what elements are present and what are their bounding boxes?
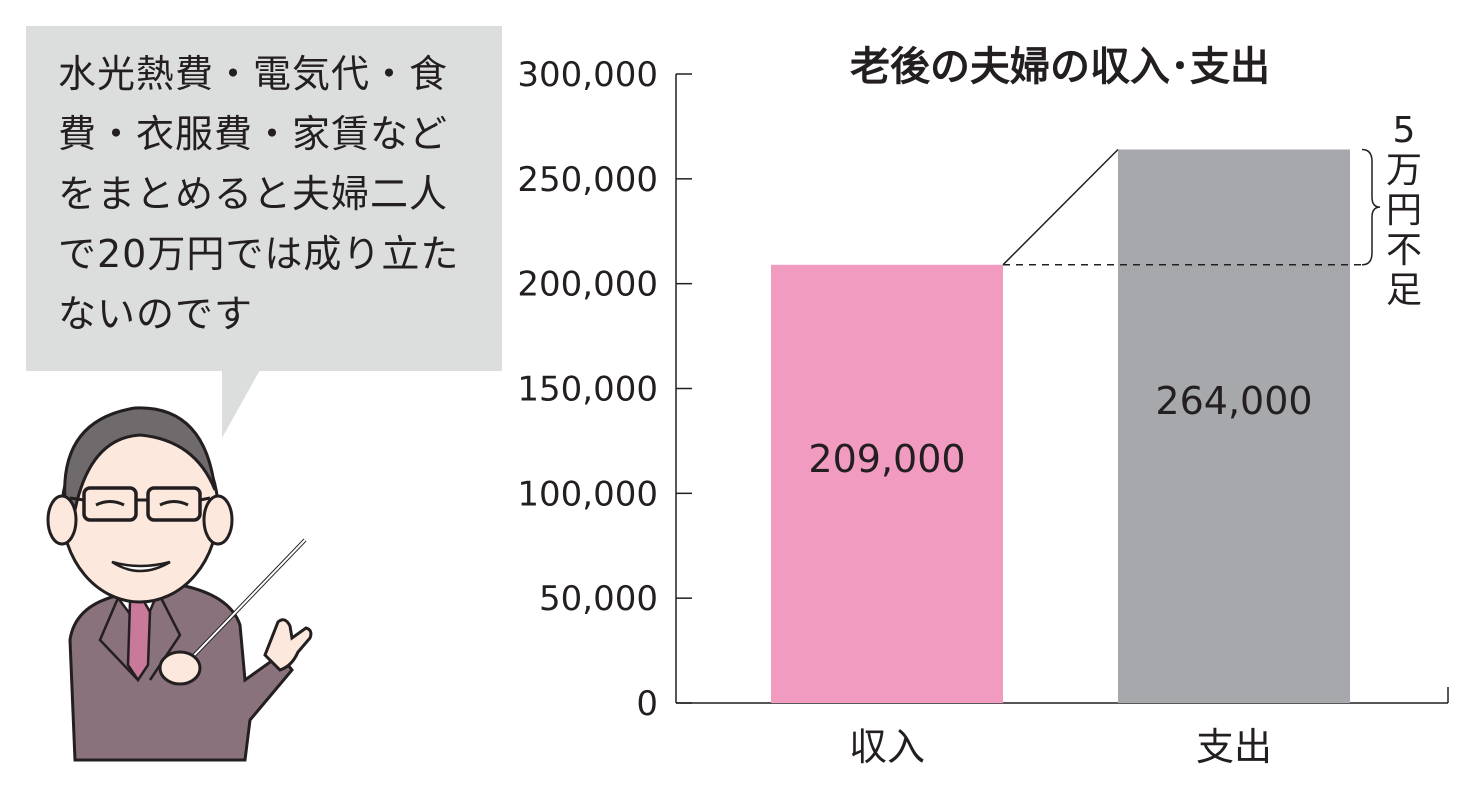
speech-bubble <box>26 26 502 371</box>
annotation-char: 不 <box>1386 230 1422 271</box>
chart-axes: 0 50,000 100,000 150,000 200,000 250,000 300,0… <box>517 55 1449 724</box>
annotation-char: 足 <box>1386 270 1422 311</box>
annotation-char: 5 <box>1393 110 1416 151</box>
chart-bars: 209,000 収入 264,000 支出 <box>771 149 1350 769</box>
y-tick-label: 300,000 <box>517 55 658 95</box>
annotation-char: 万 <box>1386 150 1422 191</box>
bar-value-label: 264,000 <box>1155 379 1312 423</box>
bar-value-label: 209,000 <box>808 437 965 481</box>
connector-line <box>1002 148 1119 266</box>
speech-bubble-tail <box>222 370 260 438</box>
y-tick-label: 50,000 <box>539 579 658 619</box>
bar-income <box>771 264 1003 703</box>
shortfall-brace <box>1361 148 1381 266</box>
y-tick-label: 150,000 <box>517 370 658 410</box>
y-tick-label: 250,000 <box>517 160 658 200</box>
y-tick-label: 200,000 <box>517 265 658 305</box>
speech-bubble-text: 水光熱費・電気代・食費・衣服費・家賃などをまとめると夫婦二人で20万円では成り立… <box>58 52 460 336</box>
annotation-char: 円 <box>1386 190 1422 231</box>
y-tick-label: 0 <box>636 684 658 724</box>
category-label: 支出 <box>1196 725 1272 769</box>
y-tick-label: 100,000 <box>517 474 658 514</box>
presenter-illustration <box>46 406 313 762</box>
chart-title: 老後の夫婦の収入･支出 <box>850 44 1270 90</box>
bar-expense <box>1118 149 1350 704</box>
category-label: 収入 <box>849 725 925 769</box>
